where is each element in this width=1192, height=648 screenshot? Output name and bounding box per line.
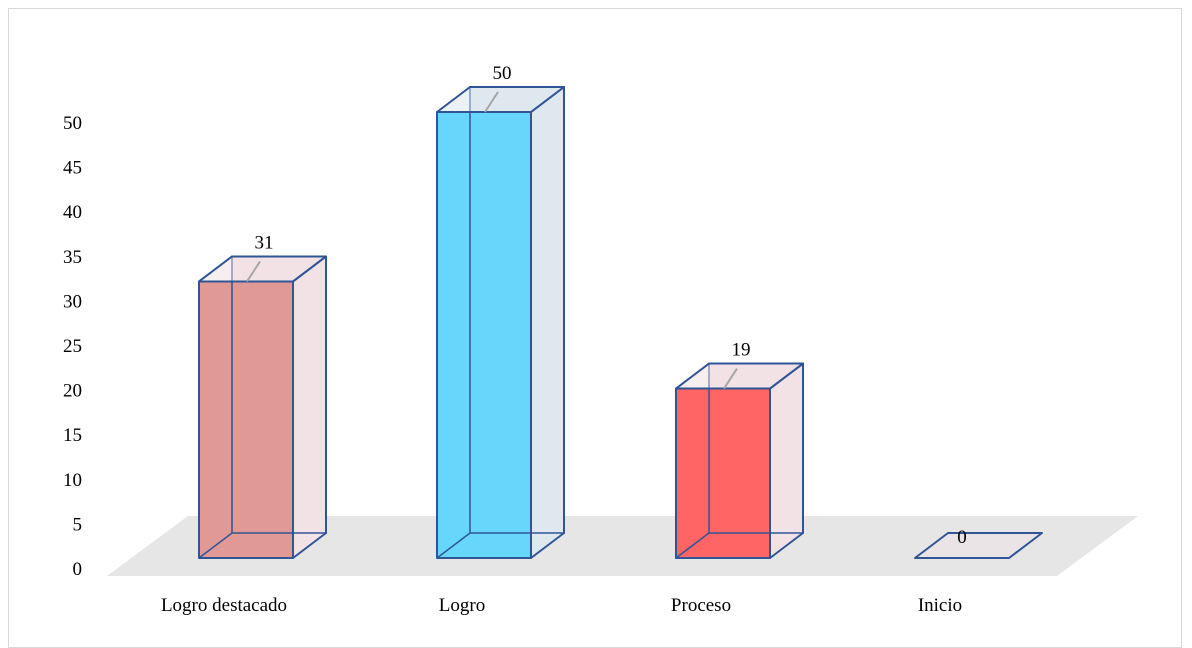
bar-side-face <box>769 362 804 559</box>
leader-line <box>246 260 261 283</box>
bar-3 <box>914 532 1043 559</box>
y-tick-label: 5 <box>73 514 83 535</box>
bars-group <box>198 86 1043 559</box>
bar-front-face <box>675 387 771 559</box>
y-tick-label: 35 <box>63 247 82 268</box>
y-tick-label: 30 <box>63 291 82 312</box>
bar-top-face <box>436 86 565 113</box>
chart-floor <box>107 516 1138 576</box>
y-tick-label: 10 <box>63 470 82 491</box>
data-label: 31 <box>255 232 274 253</box>
data-label: 19 <box>732 340 751 361</box>
bar-front-face <box>198 280 294 559</box>
y-tick-label: 25 <box>63 336 82 357</box>
bar-bottom-edge <box>675 532 803 559</box>
y-axis: 0 5 10 15 20 25 30 35 40 45 50 <box>63 113 82 580</box>
y-tick-label: 45 <box>63 158 82 179</box>
leader-line <box>484 91 499 113</box>
data-label: 0 <box>957 527 967 548</box>
y-tick-label: 40 <box>63 202 82 223</box>
x-axis: Logro destacado Logro Proceso Inicio <box>161 595 962 616</box>
bar-side-face <box>530 86 565 559</box>
data-labels-group: 31 50 19 0 <box>246 63 967 548</box>
bar-top-face <box>914 532 1043 559</box>
bar-top-face <box>675 362 804 390</box>
x-category-label: Logro <box>439 595 485 616</box>
bar-0 <box>198 255 327 559</box>
bar-front-face <box>436 111 532 559</box>
bar-top-face <box>198 255 327 283</box>
y-tick-label: 20 <box>63 381 82 402</box>
y-tick-label: 0 <box>73 559 83 580</box>
x-category-label: Inicio <box>918 595 962 616</box>
x-category-label: Proceso <box>671 595 731 616</box>
y-tick-label: 15 <box>63 425 82 446</box>
bar-2 <box>675 362 804 559</box>
data-label: 50 <box>493 63 512 84</box>
y-tick-label: 50 <box>63 113 82 134</box>
bar-1 <box>436 86 565 559</box>
bar-bottom-edge <box>198 532 326 559</box>
bar-bottom-edge <box>436 532 564 559</box>
bar-side-face <box>292 255 327 559</box>
x-category-label: Logro destacado <box>161 595 287 616</box>
leader-line <box>723 367 738 390</box>
